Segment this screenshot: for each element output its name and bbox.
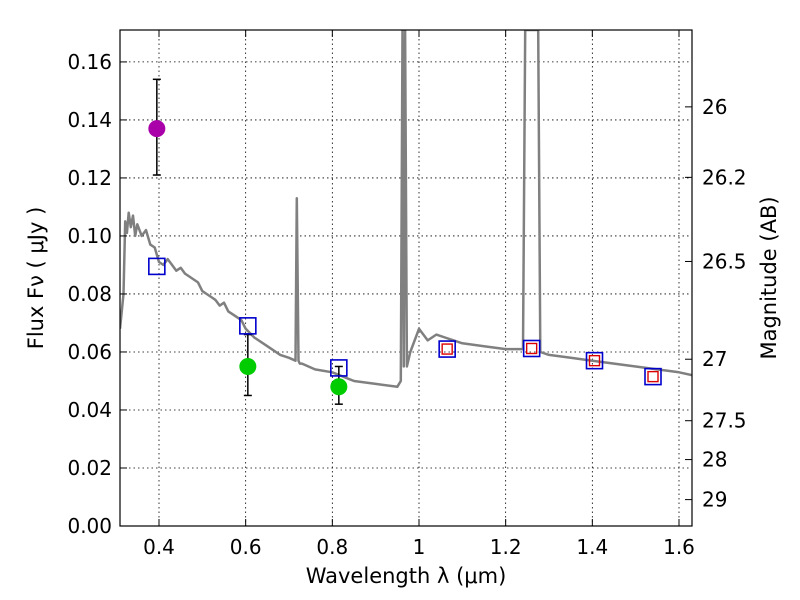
y-tick-label: 0.06 <box>67 340 112 364</box>
detection-point <box>330 378 348 396</box>
observed-band-square <box>441 343 453 355</box>
right-tick-label: 27.5 <box>702 409 747 433</box>
x-tick-label: 1 <box>413 535 426 559</box>
x-tick-label: 0.8 <box>316 535 348 559</box>
model-band-square <box>148 257 166 276</box>
right-tick-label: 26.2 <box>702 165 747 189</box>
x-tick-label: 1.6 <box>663 535 695 559</box>
detection-point <box>239 357 257 375</box>
upper-limit-point <box>148 120 166 138</box>
x-axis-label: Wavelength λ (μm) <box>306 564 507 588</box>
plot-area <box>120 30 692 405</box>
y-tick-label: 0.04 <box>67 398 112 422</box>
model-band-square <box>644 367 662 386</box>
x-tick-label: 1.4 <box>576 535 608 559</box>
axis-ticks: 0.4 0.6 0.8 1 1.2 1.4 1.6 0.00 0.02 0.04 0.06 0.08 0… <box>67 30 747 559</box>
observed-band-square <box>525 342 538 355</box>
model-band-square <box>585 351 604 370</box>
x-tick-label: 0.6 <box>230 535 262 559</box>
right-tick-label: 26.5 <box>702 249 747 273</box>
x-tick-label: 1.2 <box>490 535 522 559</box>
model-band-square <box>239 317 257 335</box>
model-band-square <box>522 339 541 358</box>
observed-band-square <box>588 354 601 367</box>
observed-band-square <box>647 370 659 383</box>
right-axis-label: Magnitude (AB) <box>757 196 781 359</box>
right-tick-label: 28 <box>702 448 727 472</box>
y-tick-label: 0.14 <box>67 108 112 132</box>
right-tick-label: 27 <box>702 347 727 371</box>
right-tick-label: 26 <box>702 95 727 119</box>
model-band-square <box>330 359 348 377</box>
x-tick-label: 0.4 <box>143 535 175 559</box>
y-tick-label: 0.08 <box>67 282 112 306</box>
right-tick-label: 29 <box>702 488 727 512</box>
model-spectrum-line <box>120 30 692 389</box>
model-band-square <box>438 340 456 358</box>
y-tick-label: 0.02 <box>67 456 112 480</box>
y-tick-label: 0.16 <box>67 50 112 74</box>
y-tick-label: 0.12 <box>67 166 112 190</box>
y-tick-label: 0.00 <box>67 514 112 538</box>
y-tick-label: 0.10 <box>67 224 112 248</box>
plot-frame <box>119 29 693 527</box>
y-axis-label: Flux Fν ( μJy ) <box>24 207 48 350</box>
